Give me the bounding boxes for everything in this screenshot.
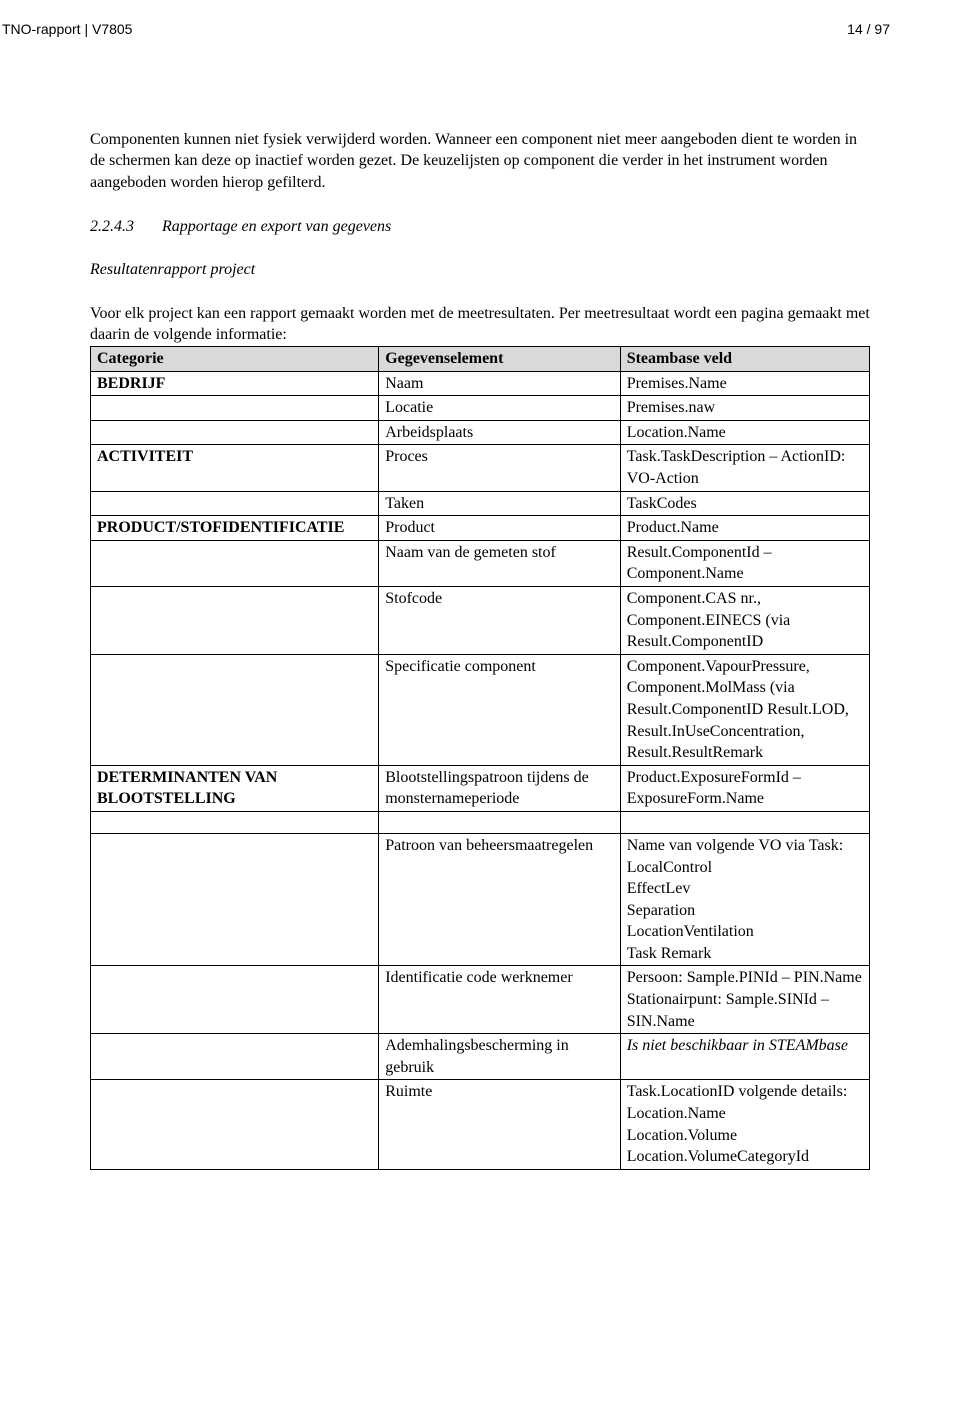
cell-field: Product.Name: [620, 516, 869, 541]
page-header: TNO-rapport | V7805 14 / 97: [2, 20, 890, 39]
cell-element: Arbeidsplaats: [379, 420, 620, 445]
cell-element: Naam van de gemeten stof: [379, 540, 620, 586]
table-row: BEDRIJFNaamPremises.Name: [91, 371, 870, 396]
cell-category: [91, 966, 379, 1034]
cell-element: Stofcode: [379, 586, 620, 654]
cell-category: [91, 586, 379, 654]
cell-category: [91, 420, 379, 445]
data-table: Categorie Gegevenselement Steambase veld…: [90, 346, 870, 1170]
cell-category: [91, 1080, 379, 1169]
cell-field: Premises.naw: [620, 396, 869, 421]
table-row: Ademhalingsbescherming in gebruikIs niet…: [91, 1034, 870, 1080]
cell-empty: [620, 811, 869, 833]
cell-field: Premises.Name: [620, 371, 869, 396]
cell-field: Persoon: Sample.PINId – PIN.Name Station…: [620, 966, 869, 1034]
table-row: LocatiePremises.naw: [91, 396, 870, 421]
table-row: Naam van de gemeten stofResult.Component…: [91, 540, 870, 586]
col-header: Categorie: [91, 347, 379, 372]
cell-element: Naam: [379, 371, 620, 396]
subheading: Resultatenrapport project: [90, 259, 870, 281]
cell-field: Component.CAS nr., Component.EINECS (via…: [620, 586, 869, 654]
cell-category: [91, 1034, 379, 1080]
cell-element: Ruimte: [379, 1080, 620, 1169]
cell-category: [91, 396, 379, 421]
cell-field: Result.ComponentId – Component.Name: [620, 540, 869, 586]
section-title: Rapportage en export van gegevens: [162, 216, 391, 238]
header-right: 14 / 97: [847, 20, 890, 39]
cell-element: Patroon van beheersmaatregelen: [379, 833, 620, 966]
cell-category: [91, 491, 379, 516]
cell-element: Identificatie code werknemer: [379, 966, 620, 1034]
cell-category: ACTIVITEIT: [91, 445, 379, 491]
cell-category: [91, 540, 379, 586]
table-row: Specificatie componentComponent.VapourPr…: [91, 654, 870, 765]
table-row: Identificatie code werknemerPersoon: Sam…: [91, 966, 870, 1034]
cell-element: Blootstellingspatroon tijdens de monster…: [379, 765, 620, 811]
cell-element: Specificatie component: [379, 654, 620, 765]
cell-field: Product.ExposureFormId – ExposureForm.Na…: [620, 765, 869, 811]
cell-category: [91, 654, 379, 765]
cell-field: Is niet beschikbaar in STEAMbase: [620, 1034, 869, 1080]
section-heading: 2.2.4.3 Rapportage en export van gegeven…: [90, 216, 870, 238]
table-row: StofcodeComponent.CAS nr., Component.EIN…: [91, 586, 870, 654]
table-row: Patroon van beheersmaatregelenName van v…: [91, 833, 870, 966]
cell-element: Ademhalingsbescherming in gebruik: [379, 1034, 620, 1080]
table-row: TakenTaskCodes: [91, 491, 870, 516]
cell-category: BEDRIJF: [91, 371, 379, 396]
table-header-row: Categorie Gegevenselement Steambase veld: [91, 347, 870, 372]
table-row: PRODUCT/STOFIDENTIFICATIEProductProduct.…: [91, 516, 870, 541]
cell-category: [91, 833, 379, 966]
cell-element: Taken: [379, 491, 620, 516]
section-number: 2.2.4.3: [90, 216, 162, 238]
cell-category: DETERMINANTEN VAN BLOOTSTELLING: [91, 765, 379, 811]
col-header: Steambase veld: [620, 347, 869, 372]
cell-field: Task.LocationID volgende details: Locati…: [620, 1080, 869, 1169]
cell-empty: [379, 811, 620, 833]
table-row: RuimteTask.LocationID volgende details: …: [91, 1080, 870, 1169]
paragraph-1: Componenten kunnen niet fysiek verwijder…: [90, 129, 870, 194]
cell-element: Proces: [379, 445, 620, 491]
table-row: DETERMINANTEN VAN BLOOTSTELLINGBlootstel…: [91, 765, 870, 811]
cell-field: Component.VapourPressure, Component.MolM…: [620, 654, 869, 765]
paragraph-2: Voor elk project kan een rapport gemaakt…: [90, 303, 870, 346]
cell-field: Location.Name: [620, 420, 869, 445]
table-row: ACTIVITEITProcesTask.TaskDescription – A…: [91, 445, 870, 491]
cell-element: Locatie: [379, 396, 620, 421]
cell-category: PRODUCT/STOFIDENTIFICATIE: [91, 516, 379, 541]
cell-field: TaskCodes: [620, 491, 869, 516]
table-row: ArbeidsplaatsLocation.Name: [91, 420, 870, 445]
cell-field: Task.TaskDescription – ActionID: VO-Acti…: [620, 445, 869, 491]
cell-field: Name van volgende VO via Task: LocalCont…: [620, 833, 869, 966]
col-header: Gegevenselement: [379, 347, 620, 372]
table-row-spacer: [91, 811, 870, 833]
header-left: TNO-rapport | V7805: [2, 20, 132, 39]
cell-empty: [91, 811, 379, 833]
cell-element: Product: [379, 516, 620, 541]
